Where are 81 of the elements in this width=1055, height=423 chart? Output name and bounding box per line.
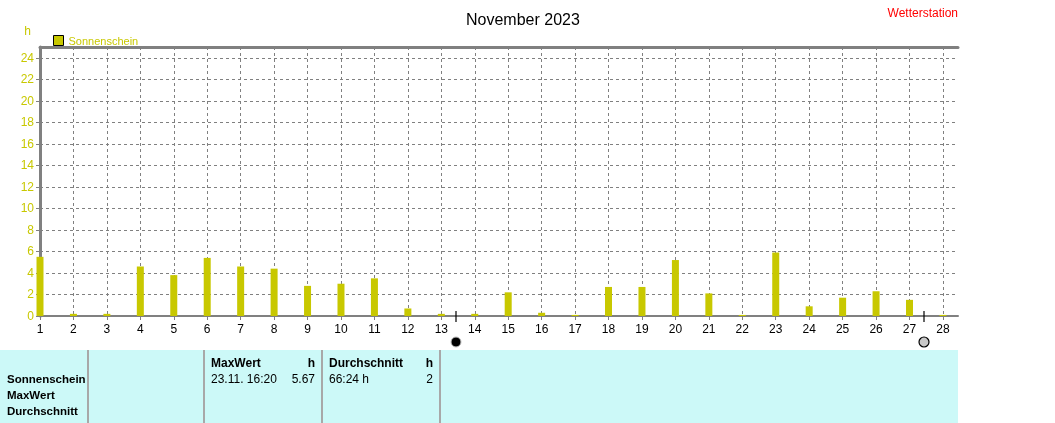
bar — [872, 291, 880, 316]
y-tick-label: 24 — [20, 50, 35, 65]
x-tick-label: 21 — [702, 322, 716, 336]
x-tick-label: 5 — [170, 322, 178, 336]
x-tick-label: 4 — [136, 322, 144, 336]
x-tick-label: 20 — [668, 322, 683, 336]
bar — [36, 256, 44, 316]
y-tick-label: 2 — [27, 287, 35, 302]
x-tick-label: 26 — [869, 322, 884, 336]
x-tick-label: 23 — [769, 322, 783, 336]
bar — [538, 312, 546, 316]
bar — [772, 252, 780, 316]
x-tick-label: 1 — [36, 322, 44, 336]
x-tick-label: 19 — [635, 322, 649, 336]
x-tick-label: 27 — [902, 322, 917, 336]
bar — [504, 292, 512, 316]
x-tick-label: 28 — [936, 322, 950, 336]
x-tick-label: 14 — [468, 322, 482, 336]
y-tick-label: 22 — [20, 72, 35, 87]
bar — [404, 308, 412, 316]
bar — [705, 293, 713, 316]
y-tick-label: 18 — [20, 115, 35, 130]
x-tick-label: 18 — [601, 322, 616, 336]
x-tick-label: 9 — [304, 322, 312, 336]
y-tick-label: 14 — [20, 158, 35, 173]
x-tick-label: 13 — [434, 322, 449, 336]
x-tick-label: 25 — [835, 322, 850, 336]
bar — [839, 297, 847, 316]
text: Wetterstation — [887, 6, 958, 20]
x-tick-label: 7 — [237, 322, 245, 336]
x-tick-label: 12 — [401, 322, 415, 336]
x-tick-label: 11 — [368, 322, 381, 336]
text: h — [307, 356, 315, 370]
text: Sonnenschein — [7, 372, 86, 386]
x-tick-label: 6 — [203, 322, 211, 336]
text: 66:24 h — [329, 372, 370, 386]
bar — [437, 313, 445, 316]
x-tick-label: 8 — [270, 322, 278, 336]
bar — [906, 299, 914, 316]
text: Durchschnitt — [7, 404, 78, 418]
x-tick-label: 17 — [568, 322, 583, 336]
y-tick-label: 12 — [20, 179, 35, 194]
y-tick-label: 10 — [20, 201, 35, 216]
bar — [638, 286, 646, 316]
bar — [270, 268, 278, 316]
y-tick-label: 16 — [20, 136, 35, 151]
text: MaxWert — [7, 388, 55, 402]
y-tick-label: 20 — [20, 93, 35, 108]
bar — [237, 266, 245, 316]
y-tick-label: 6 — [27, 244, 35, 259]
text: 23.11. 16:20 — [211, 372, 277, 386]
legend-label: Sonnenschein — [68, 34, 139, 47]
x-tick-label: 3 — [103, 322, 111, 336]
bar — [671, 260, 679, 316]
x-tick-label: 2 — [70, 322, 78, 336]
bar — [170, 275, 178, 316]
y-tick-label: 4 — [27, 265, 35, 280]
x-tick-label: 16 — [534, 322, 549, 336]
bar — [203, 257, 211, 316]
x-tick-label: 22 — [735, 322, 750, 336]
bar — [605, 286, 613, 316]
bar — [370, 278, 378, 316]
chart-title: November 2023 — [466, 10, 580, 28]
y-tick-label: 8 — [27, 222, 35, 237]
x-tick-label: 15 — [501, 322, 516, 336]
x-tick-label: 24 — [802, 322, 817, 336]
x-tick-label: 10 — [334, 322, 348, 336]
text: 5.67 — [291, 372, 315, 386]
bar — [136, 266, 144, 316]
text: MaxWert — [211, 356, 261, 370]
bar — [471, 313, 479, 316]
bar — [103, 313, 111, 316]
text: Durchschnitt — [329, 356, 404, 370]
y-axis-title: h — [24, 24, 31, 38]
text: h — [425, 356, 433, 370]
text: 2 — [426, 372, 433, 386]
bar — [805, 306, 813, 316]
y-tick-label: 0 — [27, 309, 35, 323]
bar — [69, 313, 77, 316]
bar — [337, 283, 345, 316]
bar — [304, 285, 312, 316]
